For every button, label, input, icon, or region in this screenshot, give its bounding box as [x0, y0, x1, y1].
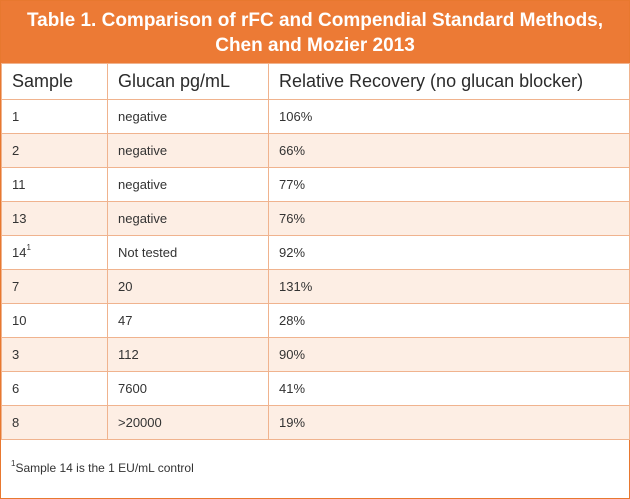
- sample-id: 7: [12, 279, 20, 294]
- cell-relative-recovery: 19%: [268, 405, 630, 440]
- cell-relative-recovery: 90%: [268, 337, 630, 372]
- sample-id: 11: [12, 177, 26, 192]
- column-header-sample: Sample: [1, 63, 108, 100]
- table-row: 2 negative 66%: [1, 133, 630, 168]
- footnote-text: Sample 14 is the 1 EU/mL control: [15, 461, 194, 475]
- cell-glucan: negative: [107, 133, 269, 168]
- cell-glucan: negative: [107, 99, 269, 134]
- sample-id: 8: [12, 415, 20, 430]
- cell-sample: 3: [1, 337, 108, 372]
- table-row: 3 112 90%: [1, 337, 630, 372]
- table-row: 7 20 131%: [1, 269, 630, 304]
- cell-sample: 141: [1, 235, 108, 270]
- cell-sample: 8: [1, 405, 108, 440]
- sample-id: 13: [12, 211, 27, 226]
- table-row: 8 >20000 19%: [1, 405, 630, 440]
- sample-id: 1: [12, 109, 20, 124]
- cell-glucan: Not tested: [107, 235, 269, 270]
- table-row: 1 negative 106%: [1, 99, 630, 134]
- cell-relative-recovery: 77%: [268, 167, 630, 202]
- table-row: 6 7600 41%: [1, 371, 630, 406]
- cell-glucan: 20: [107, 269, 269, 304]
- table-title-line-1: Table 1. Comparison of rFC and Compendia…: [26, 10, 604, 31]
- cell-glucan: negative: [107, 167, 269, 202]
- cell-relative-recovery: 92%: [268, 235, 630, 270]
- column-header-relative-recovery: Relative Recovery (no glucan blocker): [268, 63, 630, 100]
- cell-sample: 1: [1, 99, 108, 134]
- cell-glucan: 7600: [107, 371, 269, 406]
- table-body: 1 negative 106% 2 negative 66% 11 negative 77% 13…: [1, 99, 630, 440]
- sample-id: 10: [12, 313, 27, 328]
- cell-glucan: >20000: [107, 405, 269, 440]
- footnote-reference: 1: [26, 243, 31, 252]
- cell-relative-recovery: 131%: [268, 269, 630, 304]
- cell-relative-recovery: 66%: [268, 133, 630, 168]
- cell-relative-recovery: 106%: [268, 99, 630, 134]
- table-row: 13 negative 76%: [1, 201, 630, 236]
- sample-id: 3: [12, 347, 20, 362]
- cell-relative-recovery: 41%: [268, 371, 630, 406]
- cell-glucan: 112: [107, 337, 269, 372]
- sample-id: 6: [12, 381, 20, 396]
- table-title: Table 1. Comparison of rFC and Compendia…: [1, 1, 629, 63]
- cell-sample: 10: [1, 303, 108, 338]
- comparison-table: Sample Glucan pg/mL Relative Recovery (n…: [1, 63, 630, 440]
- column-header-glucan: Glucan pg/mL: [107, 63, 269, 100]
- footnote-marker: 1: [11, 459, 16, 468]
- cell-relative-recovery: 28%: [268, 303, 630, 338]
- sample-id: 14: [12, 245, 27, 260]
- cell-relative-recovery: 76%: [268, 201, 630, 236]
- cell-sample: 13: [1, 201, 108, 236]
- cell-glucan: negative: [107, 201, 269, 236]
- table-row: 10 47 28%: [1, 303, 630, 338]
- cell-sample: 6: [1, 371, 108, 406]
- cell-sample: 7: [1, 269, 108, 304]
- cell-glucan: 47: [107, 303, 269, 338]
- cell-sample: 2: [1, 133, 108, 168]
- table-row: 11 negative 77%: [1, 167, 630, 202]
- cell-sample: 11: [1, 167, 108, 202]
- footnote: 1Sample 14 is the 1 EU/mL control: [1, 440, 629, 498]
- table-title-line-2: Chen and Mozier 2013: [215, 35, 415, 56]
- sample-id: 2: [12, 143, 20, 158]
- table-row: 141 Not tested 92%: [1, 235, 630, 270]
- header-row: Sample Glucan pg/mL Relative Recovery (n…: [1, 63, 630, 100]
